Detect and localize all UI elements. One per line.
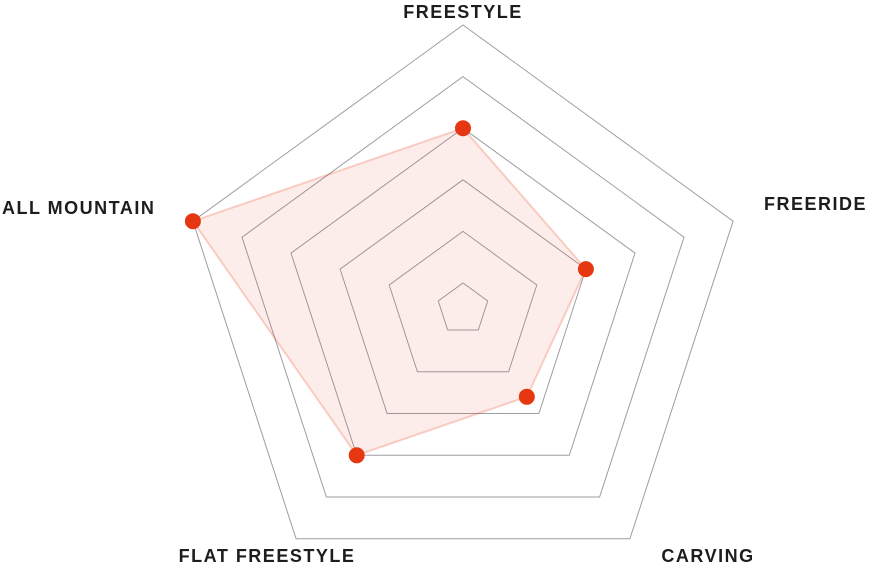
grid-ring-level-2: [339, 179, 587, 414]
axis-label-freestyle: FREESTYLE: [403, 2, 523, 22]
data-point-freeride: [577, 261, 594, 278]
grid-ring-level-1: [388, 230, 538, 373]
data-point-all-mountain: [184, 213, 201, 230]
grid-ring-level-4: [241, 75, 685, 498]
axis-label-all-mountain: ALL MOUNTAIN: [2, 198, 156, 218]
data-polygon-board-rating: [191, 127, 587, 457]
data-point-freestyle: [455, 120, 471, 137]
grid-ring-level-3: [290, 127, 636, 456]
axis-label-freeride: FREERIDE: [763, 194, 867, 214]
data-point-flat-freestyle: [348, 447, 365, 464]
data-point-carving: [518, 388, 535, 405]
axis-label-carving: CARVING: [661, 546, 755, 566]
axis-label-flat-freestyle: FLAT FREESTYLE: [178, 546, 356, 566]
grid-ring-level-0: [437, 282, 489, 331]
grid-ring-level-5: [192, 24, 734, 540]
